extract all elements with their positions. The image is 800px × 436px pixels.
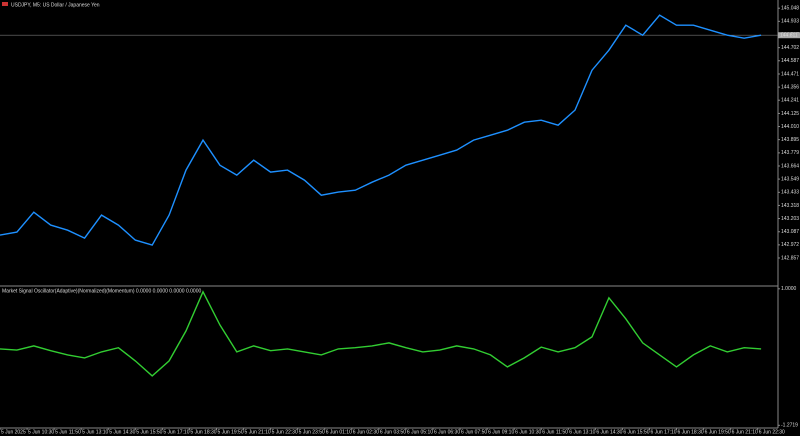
x-tick-label: 5 Jun 15:50 (136, 429, 162, 435)
x-tick-label: 5 Jun 19:50 (217, 429, 243, 435)
x-tick-label: 6 Jun 11:50 (542, 429, 568, 435)
x-tick-label: 6 Jun 17:10 (650, 429, 676, 435)
x-tick-label: 5 Jun 23:50 (299, 429, 325, 435)
x-tick-label: 5 Jun 11:50 (55, 429, 81, 435)
y-tick-label: 143.318 (781, 203, 799, 209)
series-line (0, 290, 762, 377)
x-tick-label: 6 Jun 22:30 (759, 429, 785, 435)
x-tick-label: 6 Jun 21:10 (732, 429, 758, 435)
x-tick-label: 6 Jun 15:50 (623, 429, 649, 435)
y-tick-label: 144.702 (781, 45, 799, 51)
x-tick-label: 6 Jun 09:10 (488, 429, 514, 435)
x-tick-label: 6 Jun 03:50 (380, 429, 406, 435)
chart-title: USDJPY, M5: US Dollar / Japanese Yen (11, 2, 100, 8)
x-tick-label: 5 Jun 17:10 (163, 429, 189, 435)
y-tick-label: 144.241 (781, 98, 799, 104)
x-tick-label: 6 Jun 06:30 (434, 429, 460, 435)
x-tick-label: 5 Jun 21:10 (245, 429, 271, 435)
x-tick-label: 6 Jun 19:50 (705, 429, 731, 435)
y-tick-label: 144.471 (781, 71, 799, 77)
indicator-title: Market Signal Oscillator(Adaptive)(Norma… (2, 288, 201, 294)
flag-icon (2, 2, 8, 6)
x-tick-label: 6 Jun 07:50 (461, 429, 487, 435)
y-tick-label: 143.433 (781, 190, 799, 196)
y-tick-label: 143.664 (781, 163, 799, 169)
x-tick-label: 6 Jun 18:30 (678, 429, 704, 435)
y-tick-label: 145.048 (781, 6, 799, 12)
series-line (0, 14, 762, 246)
y-tick-label: 143.087 (781, 229, 799, 235)
x-tick-label: 5 Jun 13:10 (82, 429, 108, 435)
y-tick-label: 143.779 (781, 150, 799, 156)
x-tick-label: 5 Jun 14:30 (109, 429, 135, 435)
x-tick-label: 6 Jun 14:30 (596, 429, 622, 435)
x-tick-label: 6 Jun 01:10 (326, 429, 352, 435)
x-tick-label: 5 Jun 10:30 (28, 429, 54, 435)
y-tick-label: 142.972 (781, 242, 799, 248)
y-tick-label: 144.125 (781, 111, 799, 117)
y-tick-label: 144.010 (781, 124, 799, 130)
x-tick-label: 5 Jun 22:30 (272, 429, 298, 435)
y-tick-label: 143.895 (781, 137, 799, 143)
y-tick-label: 144.933 (781, 19, 799, 25)
x-tick-label: 6 Jun 10:30 (515, 429, 541, 435)
y-tick-label: 143.549 (781, 176, 799, 182)
y-tick-label: 142.857 (781, 255, 799, 261)
current-price-label: 144.811 (780, 33, 798, 39)
current-price-box (778, 32, 800, 39)
y-tick-label: 144.587 (781, 58, 799, 64)
x-tick-label: 5 Jun 2025 (1, 429, 26, 435)
y-tick-label: 143.203 (781, 216, 799, 222)
x-tick-label: 6 Jun 02:30 (353, 429, 379, 435)
y-tick-label: 1.0000 (781, 286, 797, 292)
x-tick-label: 6 Jun 05:10 (407, 429, 433, 435)
y-tick-label: -1.2719 (781, 423, 798, 429)
y-tick-label: 144.356 (781, 84, 799, 90)
x-tick-label: 6 Jun 13:10 (569, 429, 595, 435)
x-tick-label: 5 Jun 18:30 (190, 429, 216, 435)
